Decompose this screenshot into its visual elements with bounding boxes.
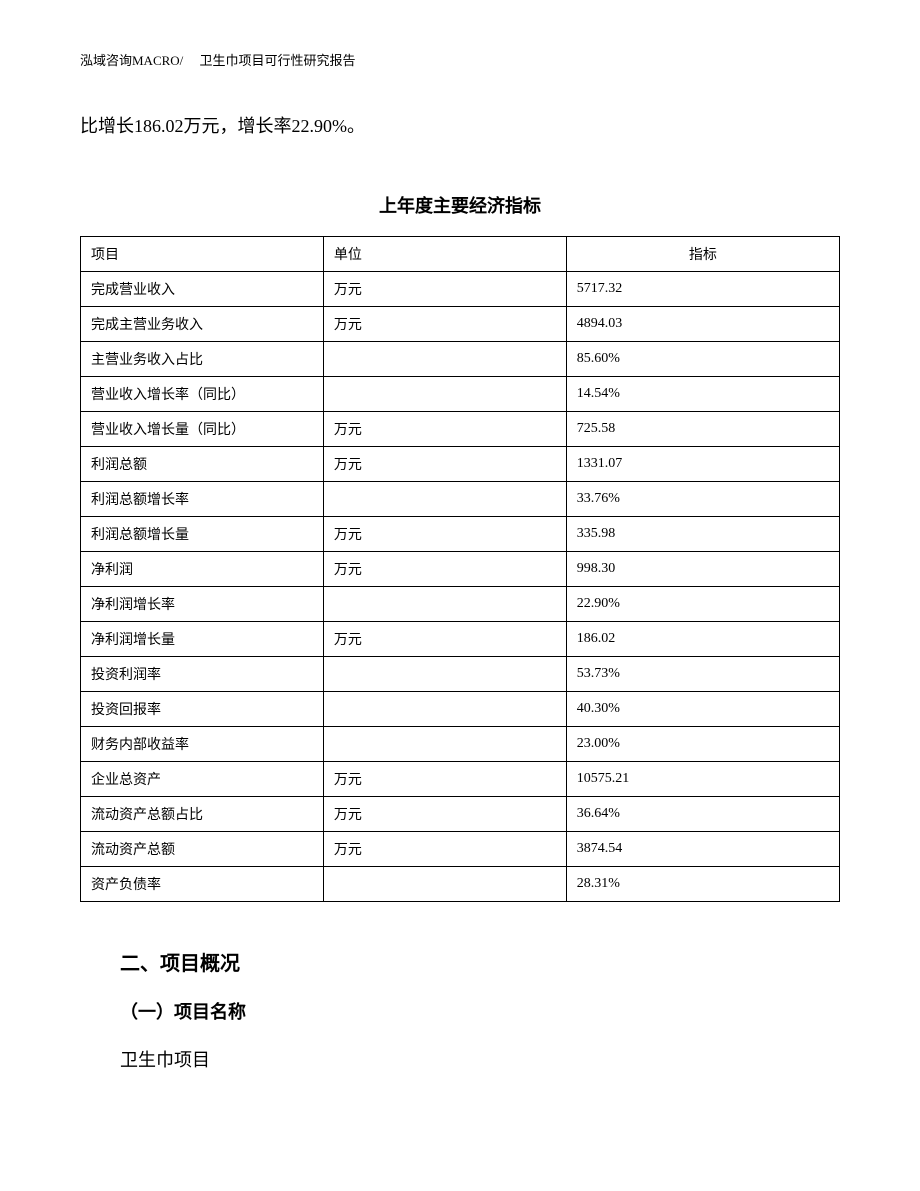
table-cell: 10575.21 (566, 762, 839, 797)
table-cell: 企业总资产 (81, 762, 324, 797)
table-cell: 万元 (323, 412, 566, 447)
section-heading-2: 二、项目概况 (120, 947, 840, 976)
table-cell: 23.00% (566, 727, 839, 762)
table-cell: 主营业务收入占比 (81, 342, 324, 377)
table-cell: 流动资产总额 (81, 832, 324, 867)
table-row: 利润总额增长率 33.76% (81, 482, 840, 517)
table-cell: 净利润 (81, 552, 324, 587)
table-header-row: 项目 单位 指标 (81, 237, 840, 272)
table-cell: 净利润增长率 (81, 587, 324, 622)
table-cell (323, 482, 566, 517)
table-row: 营业收入增长率（同比） 14.54% (81, 377, 840, 412)
table-cell: 85.60% (566, 342, 839, 377)
subsection-body-1: 卫生巾项目 (120, 1044, 840, 1076)
table-row: 完成主营业务收入万元4894.03 (81, 307, 840, 342)
table-row: 利润总额增长量万元335.98 (81, 517, 840, 552)
table-cell: 万元 (323, 762, 566, 797)
table-cell: 完成主营业务收入 (81, 307, 324, 342)
table-cell: 4894.03 (566, 307, 839, 342)
table-cell: 万元 (323, 552, 566, 587)
table-row: 财务内部收益率 23.00% (81, 727, 840, 762)
table-title: 上年度主要经济指标 (80, 192, 840, 218)
table-cell: 投资利润率 (81, 657, 324, 692)
col-header-item: 项目 (81, 237, 324, 272)
table-cell (323, 342, 566, 377)
table-cell: 利润总额增长率 (81, 482, 324, 517)
table-cell: 利润总额 (81, 447, 324, 482)
table-cell: 5717.32 (566, 272, 839, 307)
table-cell: 万元 (323, 832, 566, 867)
table-cell: 33.76% (566, 482, 839, 517)
table-cell: 53.73% (566, 657, 839, 692)
table-cell: 1331.07 (566, 447, 839, 482)
page-header: 泓域咨询MACRO/ 卫生巾项目可行性研究报告 (80, 50, 356, 69)
table-row: 资产负债率 28.31% (81, 867, 840, 902)
table-cell: 335.98 (566, 517, 839, 552)
table-row: 净利润万元998.30 (81, 552, 840, 587)
table-row: 主营业务收入占比 85.60% (81, 342, 840, 377)
table-cell: 万元 (323, 272, 566, 307)
table-row: 投资利润率 53.73% (81, 657, 840, 692)
table-row: 流动资产总额万元3874.54 (81, 832, 840, 867)
table-cell (323, 377, 566, 412)
table-cell: 998.30 (566, 552, 839, 587)
table-cell: 投资回报率 (81, 692, 324, 727)
table-cell: 万元 (323, 797, 566, 832)
body-paragraph: 比增长186.02万元，增长率22.90%。 (80, 110, 840, 142)
table-row: 营业收入增长量（同比）万元725.58 (81, 412, 840, 447)
table-cell: 万元 (323, 307, 566, 342)
col-header-unit: 单位 (323, 237, 566, 272)
table-cell: 28.31% (566, 867, 839, 902)
table-cell (323, 657, 566, 692)
table-row: 流动资产总额占比万元36.64% (81, 797, 840, 832)
table-cell: 流动资产总额占比 (81, 797, 324, 832)
table-row: 净利润增长量万元186.02 (81, 622, 840, 657)
table-cell: 40.30% (566, 692, 839, 727)
table-cell: 186.02 (566, 622, 839, 657)
table-cell: 14.54% (566, 377, 839, 412)
table-cell: 营业收入增长率（同比） (81, 377, 324, 412)
table-row: 利润总额万元1331.07 (81, 447, 840, 482)
table-row: 企业总资产万元10575.21 (81, 762, 840, 797)
table-row: 净利润增长率 22.90% (81, 587, 840, 622)
table-cell: 完成营业收入 (81, 272, 324, 307)
table-cell: 资产负债率 (81, 867, 324, 902)
col-header-value: 指标 (566, 237, 839, 272)
table-cell: 万元 (323, 622, 566, 657)
subsection-heading-1: （一）项目名称 (120, 998, 840, 1024)
table-cell: 万元 (323, 447, 566, 482)
table-row: 投资回报率 40.30% (81, 692, 840, 727)
table-row: 完成营业收入万元5717.32 (81, 272, 840, 307)
page-content: 比增长186.02万元，增长率22.90%。 上年度主要经济指标 项目 单位 指… (0, 0, 920, 1077)
table-cell: 725.58 (566, 412, 839, 447)
table-cell: 净利润增长量 (81, 622, 324, 657)
table-cell (323, 867, 566, 902)
table-cell: 营业收入增长量（同比） (81, 412, 324, 447)
table-cell: 22.90% (566, 587, 839, 622)
table-cell: 利润总额增长量 (81, 517, 324, 552)
table-cell: 36.64% (566, 797, 839, 832)
table-cell: 财务内部收益率 (81, 727, 324, 762)
table-cell: 万元 (323, 517, 566, 552)
table-cell (323, 692, 566, 727)
table-cell (323, 587, 566, 622)
table-cell (323, 727, 566, 762)
table-cell: 3874.54 (566, 832, 839, 867)
economic-indicators-table: 项目 单位 指标 完成营业收入万元5717.32完成主营业务收入万元4894.0… (80, 236, 840, 902)
